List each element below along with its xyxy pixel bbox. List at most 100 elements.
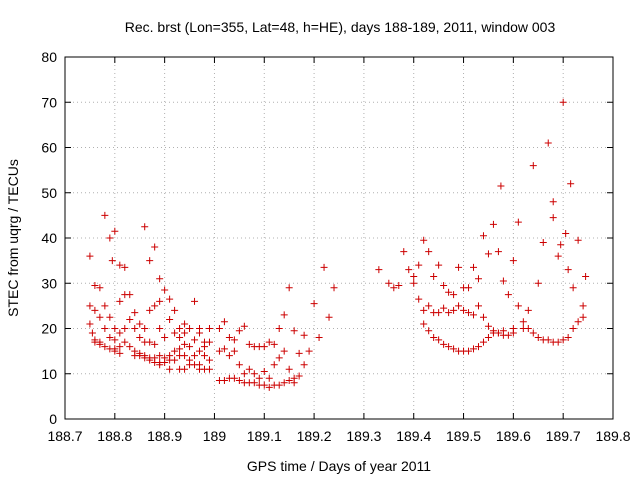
- data-point: [196, 361, 204, 369]
- data-point: [126, 343, 134, 351]
- data-point: [435, 261, 443, 269]
- data-point: [265, 374, 273, 382]
- data-point: [121, 325, 129, 332]
- data-point: [86, 302, 94, 310]
- data-point: [557, 241, 565, 249]
- data-point: [310, 300, 318, 308]
- data-point: [440, 304, 448, 312]
- data-point: [156, 275, 164, 283]
- y-tick-label: 50: [41, 185, 57, 201]
- data-point: [484, 250, 492, 258]
- data-point: [225, 352, 233, 360]
- data-point: [181, 352, 189, 360]
- data-point: [470, 345, 478, 353]
- data-point: [534, 279, 542, 287]
- data-point: [275, 325, 283, 332]
- data-point: [375, 266, 383, 274]
- data-point: [146, 356, 154, 364]
- data-point: [315, 334, 323, 342]
- data-point: [205, 356, 213, 364]
- data-point: [420, 306, 428, 314]
- data-point: [569, 284, 577, 292]
- data-point: [280, 311, 288, 319]
- data-point: [101, 302, 109, 310]
- data-point: [166, 295, 174, 303]
- data-point: [250, 379, 258, 387]
- data-point: [186, 343, 194, 351]
- data-point: [425, 248, 433, 256]
- data-point: [499, 277, 507, 285]
- data-point: [141, 354, 149, 362]
- data-point: [116, 343, 124, 351]
- data-point: [260, 343, 268, 351]
- data-point: [176, 334, 184, 342]
- data-point: [300, 361, 308, 369]
- chart-title: Rec. brst (Lon=355, Lat=48, h=HE), days …: [125, 19, 556, 35]
- data-point: [524, 306, 532, 314]
- data-point: [250, 370, 258, 378]
- data-point: [121, 263, 129, 271]
- data-point: [156, 325, 164, 332]
- data-point: [395, 282, 403, 290]
- data-point: [191, 336, 199, 344]
- data-points: [86, 98, 590, 391]
- data-point: [240, 322, 248, 330]
- data-point: [544, 139, 552, 147]
- x-tick-label: 189.1: [247, 428, 282, 444]
- data-point: [567, 180, 575, 188]
- gridlines: [65, 57, 613, 419]
- x-tick-label: 188.7: [47, 428, 82, 444]
- data-point: [151, 302, 159, 310]
- data-point: [230, 336, 238, 344]
- data-point: [440, 282, 448, 290]
- data-point: [111, 347, 119, 355]
- data-point: [101, 343, 109, 351]
- data-point: [574, 318, 582, 326]
- data-point: [435, 309, 443, 317]
- data-point: [86, 252, 94, 260]
- data-point: [196, 347, 204, 355]
- data-point: [285, 284, 293, 292]
- data-point: [400, 248, 408, 256]
- data-point: [121, 338, 129, 346]
- data-point: [415, 295, 423, 303]
- data-point: [544, 336, 552, 344]
- data-point: [116, 261, 124, 269]
- data-point: [440, 340, 448, 348]
- data-point: [131, 309, 139, 317]
- data-point: [156, 361, 164, 369]
- y-tick-label: 0: [49, 411, 57, 427]
- data-point: [205, 325, 213, 332]
- data-point: [295, 372, 303, 380]
- data-point: [450, 306, 458, 314]
- data-point: [181, 365, 189, 373]
- data-point: [479, 338, 487, 346]
- data-point: [86, 320, 94, 328]
- x-tick-label: 188.9: [147, 428, 182, 444]
- data-point: [106, 313, 114, 321]
- data-point: [235, 327, 243, 335]
- data-point: [579, 302, 587, 310]
- data-point: [225, 334, 233, 342]
- data-point: [245, 340, 253, 348]
- data-point: [465, 284, 473, 292]
- data-point: [96, 313, 104, 321]
- data-point: [96, 284, 104, 292]
- data-point: [479, 232, 487, 240]
- data-point: [539, 239, 547, 247]
- data-point: [494, 329, 502, 337]
- data-point: [285, 365, 293, 373]
- data-point: [166, 365, 174, 373]
- y-tick-label: 40: [41, 230, 57, 246]
- data-point: [455, 302, 463, 310]
- data-point: [554, 338, 562, 346]
- data-point: [509, 257, 517, 265]
- data-point: [295, 349, 303, 357]
- data-point: [230, 374, 238, 382]
- data-point: [205, 365, 213, 373]
- data-point: [275, 354, 283, 362]
- data-point: [131, 325, 139, 332]
- data-point: [430, 272, 438, 280]
